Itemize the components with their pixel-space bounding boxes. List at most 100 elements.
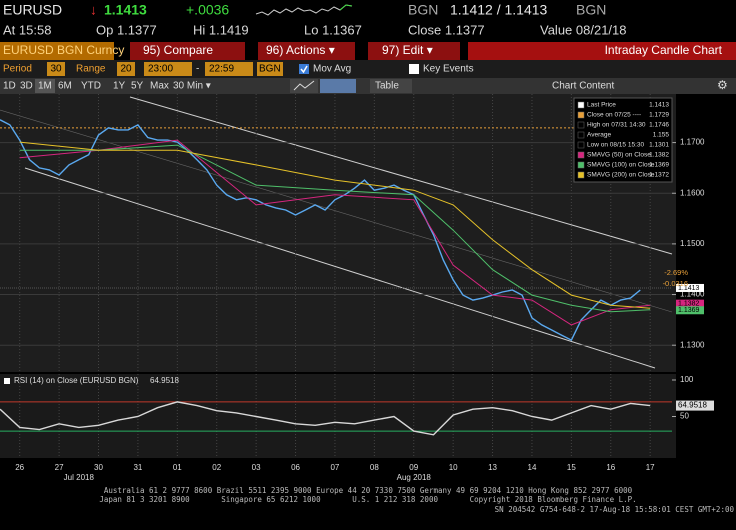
rsi-plot bbox=[0, 374, 676, 458]
value-box bbox=[676, 283, 704, 292]
x-tick-label: 14 bbox=[528, 463, 537, 472]
month-label: Jul 2018 bbox=[64, 473, 95, 482]
ticker: EURUSD bbox=[3, 2, 62, 18]
settings-bar bbox=[0, 60, 736, 78]
chart-kind: Intraday Candle Chart bbox=[605, 43, 723, 57]
range-button: 5Y bbox=[131, 81, 144, 92]
range-button: 3D bbox=[20, 81, 33, 92]
y-tick-label: 1.1300 bbox=[680, 340, 705, 349]
x-tick-label: 07 bbox=[330, 463, 339, 472]
range-value: 20 bbox=[120, 64, 132, 75]
range-button: 1Y bbox=[113, 81, 126, 92]
last-price: 1.1413 bbox=[104, 2, 147, 18]
edit-button[interactable] bbox=[368, 42, 460, 60]
x-tick-label: 16 bbox=[606, 463, 615, 472]
range-label: Range bbox=[76, 64, 106, 75]
rsi-marker bbox=[4, 378, 10, 384]
source-value: BGN bbox=[259, 64, 281, 75]
dash: - bbox=[196, 64, 199, 75]
channel-mid bbox=[0, 109, 673, 313]
y-axis bbox=[676, 94, 736, 372]
legend-value: 1.1301 bbox=[649, 142, 669, 149]
x-tick-label: 09 bbox=[409, 463, 418, 472]
series-line bbox=[0, 401, 651, 436]
legend-swatch bbox=[577, 131, 585, 139]
legend-name: Low on 08/15 15:30 bbox=[587, 142, 644, 149]
series-line bbox=[0, 119, 641, 342]
legend-name: SMAVG (50) on Close bbox=[587, 152, 651, 159]
range-button: 30 Min ▾ bbox=[173, 81, 211, 92]
legend-name: SMAVG (200) on Close bbox=[587, 172, 655, 179]
table-button[interactable] bbox=[370, 79, 412, 93]
chart-content-label: Chart Content bbox=[552, 81, 614, 92]
rsi-title: RSI (14) on Close (EURUSD BGN) bbox=[14, 376, 139, 385]
period-value: 30 bbox=[50, 64, 62, 75]
series-line bbox=[19, 144, 651, 313]
key-events-label: Key Events bbox=[423, 64, 474, 75]
legend-box bbox=[573, 97, 673, 183]
legend-value: 1.155 bbox=[653, 132, 670, 139]
security-box[interactable] bbox=[0, 42, 114, 60]
quote-value: Value 08/21/18 bbox=[540, 22, 627, 37]
draw-icon bbox=[293, 80, 315, 91]
legend-swatch bbox=[577, 171, 585, 179]
legend-swatch bbox=[577, 141, 585, 149]
security: EURUSD BGN Curncy bbox=[3, 43, 124, 57]
mov-avg-checkbox[interactable] bbox=[299, 64, 309, 74]
legend-swatch bbox=[577, 101, 585, 109]
quote-open: Op 1.1377 bbox=[96, 22, 157, 37]
change: +.0036 bbox=[186, 2, 229, 18]
period-field[interactable] bbox=[47, 62, 65, 76]
y-tick-label: 100 bbox=[680, 375, 694, 384]
source-field[interactable] bbox=[257, 62, 283, 76]
x-tick-label: 02 bbox=[212, 463, 221, 472]
rsi-last-box bbox=[676, 400, 714, 411]
value-box-label: 1.1369 bbox=[678, 307, 700, 314]
bid-ask: 1.1412 / 1.1413 bbox=[450, 2, 548, 18]
from-field[interactable] bbox=[144, 62, 192, 76]
sparkline bbox=[255, 4, 353, 16]
range-button: 1M bbox=[38, 81, 52, 92]
value-box-label: 1.1382 bbox=[678, 301, 700, 308]
month-label: Aug 2018 bbox=[397, 473, 432, 482]
x-tick-label: 30 bbox=[94, 463, 103, 472]
chart-type-tool[interactable] bbox=[320, 79, 356, 93]
range-field[interactable] bbox=[117, 62, 135, 76]
compare-button[interactable] bbox=[130, 42, 245, 60]
from-value: 23:00 bbox=[148, 64, 173, 75]
edit-label: 97) Edit ▾ bbox=[382, 43, 433, 57]
to-field[interactable] bbox=[205, 62, 253, 76]
footer-line: Japan 81 3 3201 8900 Singapore 65 6212 1… bbox=[99, 495, 636, 504]
y-tick-label: 50 bbox=[680, 412, 689, 421]
legend-name: Close on 07/25 ---- bbox=[587, 112, 641, 119]
range-button: 1D bbox=[3, 81, 16, 92]
x-tick-label: 13 bbox=[488, 463, 497, 472]
arrow: ↓ bbox=[90, 2, 97, 18]
key-events-checkbox[interactable] bbox=[409, 64, 419, 74]
to-value: 22:59 bbox=[209, 64, 234, 75]
channel-lower bbox=[24, 167, 656, 369]
legend-value: 1.1413 bbox=[649, 102, 669, 109]
legend-name: High on 07/31 14:30 bbox=[587, 122, 646, 129]
actions-button[interactable] bbox=[258, 42, 355, 60]
x-tick-label: 01 bbox=[173, 463, 182, 472]
legend-swatch bbox=[577, 151, 585, 159]
x-tick-label: 15 bbox=[567, 463, 576, 472]
x-tick-label: 26 bbox=[15, 463, 24, 472]
legend-swatch bbox=[577, 111, 585, 119]
draw-tool[interactable] bbox=[290, 79, 318, 93]
settings-icon[interactable]: ⚙ bbox=[717, 78, 728, 92]
period-label: Period bbox=[3, 64, 32, 75]
range-selected bbox=[35, 79, 55, 93]
quote-high: Hi 1.1419 bbox=[193, 22, 249, 37]
x-tick-label: 08 bbox=[370, 463, 379, 472]
compare-label: 95) Compare bbox=[143, 43, 213, 57]
mov-avg-label: Mov Avg bbox=[313, 64, 351, 75]
legend-swatch bbox=[577, 121, 585, 129]
sparkline-end bbox=[339, 4, 353, 11]
range-bar bbox=[0, 78, 736, 94]
x-tick-label: 06 bbox=[291, 463, 300, 472]
check bbox=[300, 65, 308, 74]
x-tick-label: 17 bbox=[646, 463, 655, 472]
